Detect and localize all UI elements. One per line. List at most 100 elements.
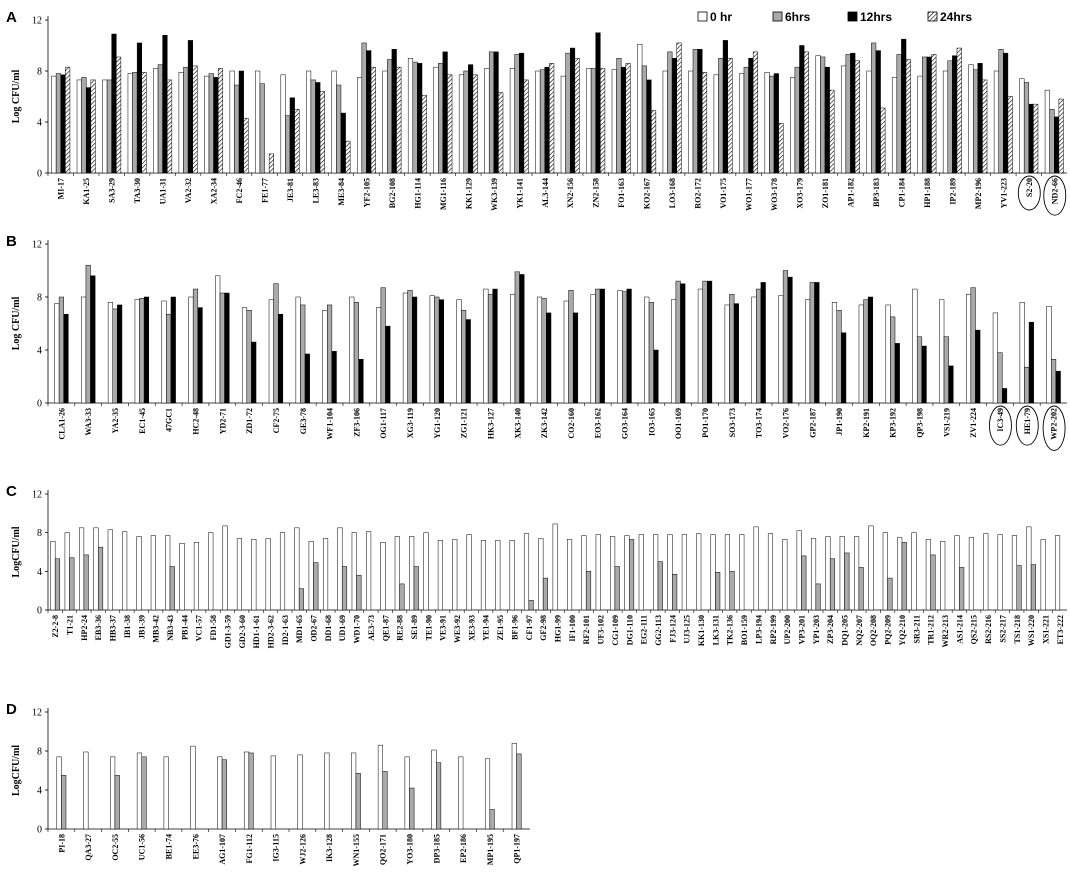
bar-wo1-177-6hrs xyxy=(743,66,749,174)
bar-hp2-24-0-hr xyxy=(79,527,85,611)
bar-xa2-34-12hrs xyxy=(213,77,219,174)
bar-zo1-181-0-hr xyxy=(815,55,821,174)
x-tick-label-nb3-43: NB3-43 xyxy=(166,615,175,641)
bar-te1-90-0-hr xyxy=(423,532,429,611)
y-tick-label: 8 xyxy=(37,67,42,78)
bar-dq1-205-0-hr xyxy=(839,536,845,611)
bar-fj3-124-6hrs xyxy=(672,573,678,611)
bar-sa3-29-12hrs xyxy=(111,33,117,174)
bar-wf1-104-12hrs xyxy=(331,351,337,404)
bar-wp2-202-0-hr xyxy=(1046,306,1052,404)
y-tick-label: 0 xyxy=(37,606,42,617)
bar-fe1-77-0-hr xyxy=(255,70,261,174)
bar-ro2-172-6hrs xyxy=(692,49,698,174)
bar-wd1-70-6hrs xyxy=(356,574,362,611)
bar-kk1-129-6hrs xyxy=(463,70,469,174)
bar-dd1-68-0-hr xyxy=(323,538,329,611)
bar-al3-144-12hrs xyxy=(544,66,550,174)
x-tick-label-yk1-141: YK1-141 xyxy=(515,178,524,209)
x-tick-label-ec1-45: EC1-45 xyxy=(138,408,147,434)
x-tick-label-yg1-120: YG1-120 xyxy=(433,408,442,439)
bar-ee3-76-0-hr xyxy=(190,745,196,830)
bar-yg1-120-12hrs xyxy=(438,299,444,404)
bar-oo1-169-0-hr xyxy=(671,299,677,404)
bar-ap1-182-24hrs xyxy=(854,60,860,174)
bar-mg1-116-6hrs xyxy=(438,63,444,174)
y-tick-label: 12 xyxy=(32,708,42,719)
bar-lk3-131-0-hr xyxy=(710,534,716,611)
bar-yq2-210-6hrs xyxy=(901,542,907,611)
x-tick-label-hg1-114: HG1-114 xyxy=(413,178,422,209)
bar-pi-18-0-hr xyxy=(56,756,62,830)
bar-ip2-189-0-hr xyxy=(942,70,949,174)
bar-47gc1-0-hr xyxy=(161,300,167,404)
x-tick-label-ws1-220: WS1-220 xyxy=(1027,615,1036,646)
bar-je3-81-0-hr xyxy=(280,74,286,174)
bar-bo1-159-0-hr xyxy=(739,534,745,611)
bar-io3-165-0-hr xyxy=(644,296,650,404)
x-tick-label-mp1-195: MP1-195 xyxy=(486,834,495,865)
bar-dp3-185-6hrs xyxy=(436,762,442,830)
x-tick-label-bg2-108: BG2-108 xyxy=(388,178,397,208)
bar-eo3-162-0-hr xyxy=(590,294,596,404)
bar-jp1-190-6hrs xyxy=(836,310,842,404)
x-tick-label-le3-83: LE3-83 xyxy=(311,178,320,203)
bar-al3-144-24hrs xyxy=(549,63,555,174)
bar-wo1-177-12hrs xyxy=(748,58,754,174)
y-tick-label: 12 xyxy=(32,240,42,251)
x-tick-label-wj2-126: WJ2-126 xyxy=(298,834,307,865)
bar-od2-67-0-hr xyxy=(308,541,314,611)
bar-zn2-158-6hrs xyxy=(590,68,596,174)
bar-je3-81-12hrs xyxy=(289,97,295,174)
x-tick-label-hp1-188: HP1-188 xyxy=(923,178,932,208)
y-axis-label: Log CFU/ml xyxy=(11,296,22,350)
bar-mi-17-12hrs xyxy=(60,74,66,174)
bar-so3-173-6hrs xyxy=(729,294,735,404)
bar-xn2-156-6hrs xyxy=(565,52,571,174)
bar-fc2-46-12hrs xyxy=(238,70,244,174)
bar-kk1-130-0-hr xyxy=(696,533,702,611)
x-tick-label-vc1-57: VC1-57 xyxy=(195,615,204,641)
bar-ec1-45-0-hr xyxy=(134,299,140,404)
bar-yo3-180-0-hr xyxy=(404,756,410,830)
bar-je3-81-24hrs xyxy=(294,109,300,174)
bar-zo1-181-24hrs xyxy=(829,89,835,174)
bar-sr3-211-0-hr xyxy=(911,532,917,611)
y-axis-label: LogCFU/ml xyxy=(11,745,22,796)
bar-yv1-223-6hrs xyxy=(998,49,1004,174)
bar-bp3-183-0-hr xyxy=(866,70,872,174)
bar-go3-164-6hrs xyxy=(621,291,628,404)
x-tick-label-kk1-130: KK1-130 xyxy=(697,615,706,646)
bar-hp1-188-6hrs xyxy=(922,56,928,174)
x-tick-label-kp2-191: KP2-191 xyxy=(862,408,871,438)
bar-cf2-75-0-hr xyxy=(268,299,274,404)
bar-nd2-66-24hrs xyxy=(1058,98,1064,174)
x-tick-label-bp3-183: BP3-183 xyxy=(872,178,881,207)
bar-lp3-194-0-hr xyxy=(753,526,759,611)
y-tick-label: 8 xyxy=(37,528,42,539)
bar-t1-21-6hrs xyxy=(69,557,75,611)
bar-rf2-101-6hrs xyxy=(585,571,592,611)
bar-yg1-120-0-hr xyxy=(429,295,435,404)
bar-yk1-141-0-hr xyxy=(509,68,515,174)
bar-eb3-36-0-hr xyxy=(93,527,99,611)
x-tick-label-nq2-207: NQ2-207 xyxy=(855,615,864,646)
x-tick-label-to3-174: TO3-174 xyxy=(755,408,764,438)
bar-zk3-142-12hrs xyxy=(546,312,552,404)
bar-fj3-124-0-hr xyxy=(667,534,673,611)
bar-sa3-29-0-hr xyxy=(102,79,108,174)
bar-ud1-69-0-hr xyxy=(337,527,343,611)
x-tick-label-ik3-128: IK3-128 xyxy=(325,834,334,862)
y-tick-label: 0 xyxy=(37,825,42,836)
bar-eb3-36-6hrs xyxy=(97,546,104,611)
bar-xk3-140-6hrs xyxy=(514,271,520,404)
bar-zd1-72-12hrs xyxy=(251,341,257,404)
bar-mp2-196-0-hr xyxy=(968,64,974,174)
x-tick-label-ib1-38: IB1-38 xyxy=(123,615,132,638)
panel-letter-a: A xyxy=(6,9,17,26)
bar-rf2-101-0-hr xyxy=(581,535,587,611)
bar-cp1-184-0-hr xyxy=(891,77,898,174)
bar-tr1-212-6hrs xyxy=(930,554,936,611)
bar-ka1-25-12hrs xyxy=(85,87,92,174)
bar-hd1-1-61-0-hr xyxy=(251,539,257,611)
